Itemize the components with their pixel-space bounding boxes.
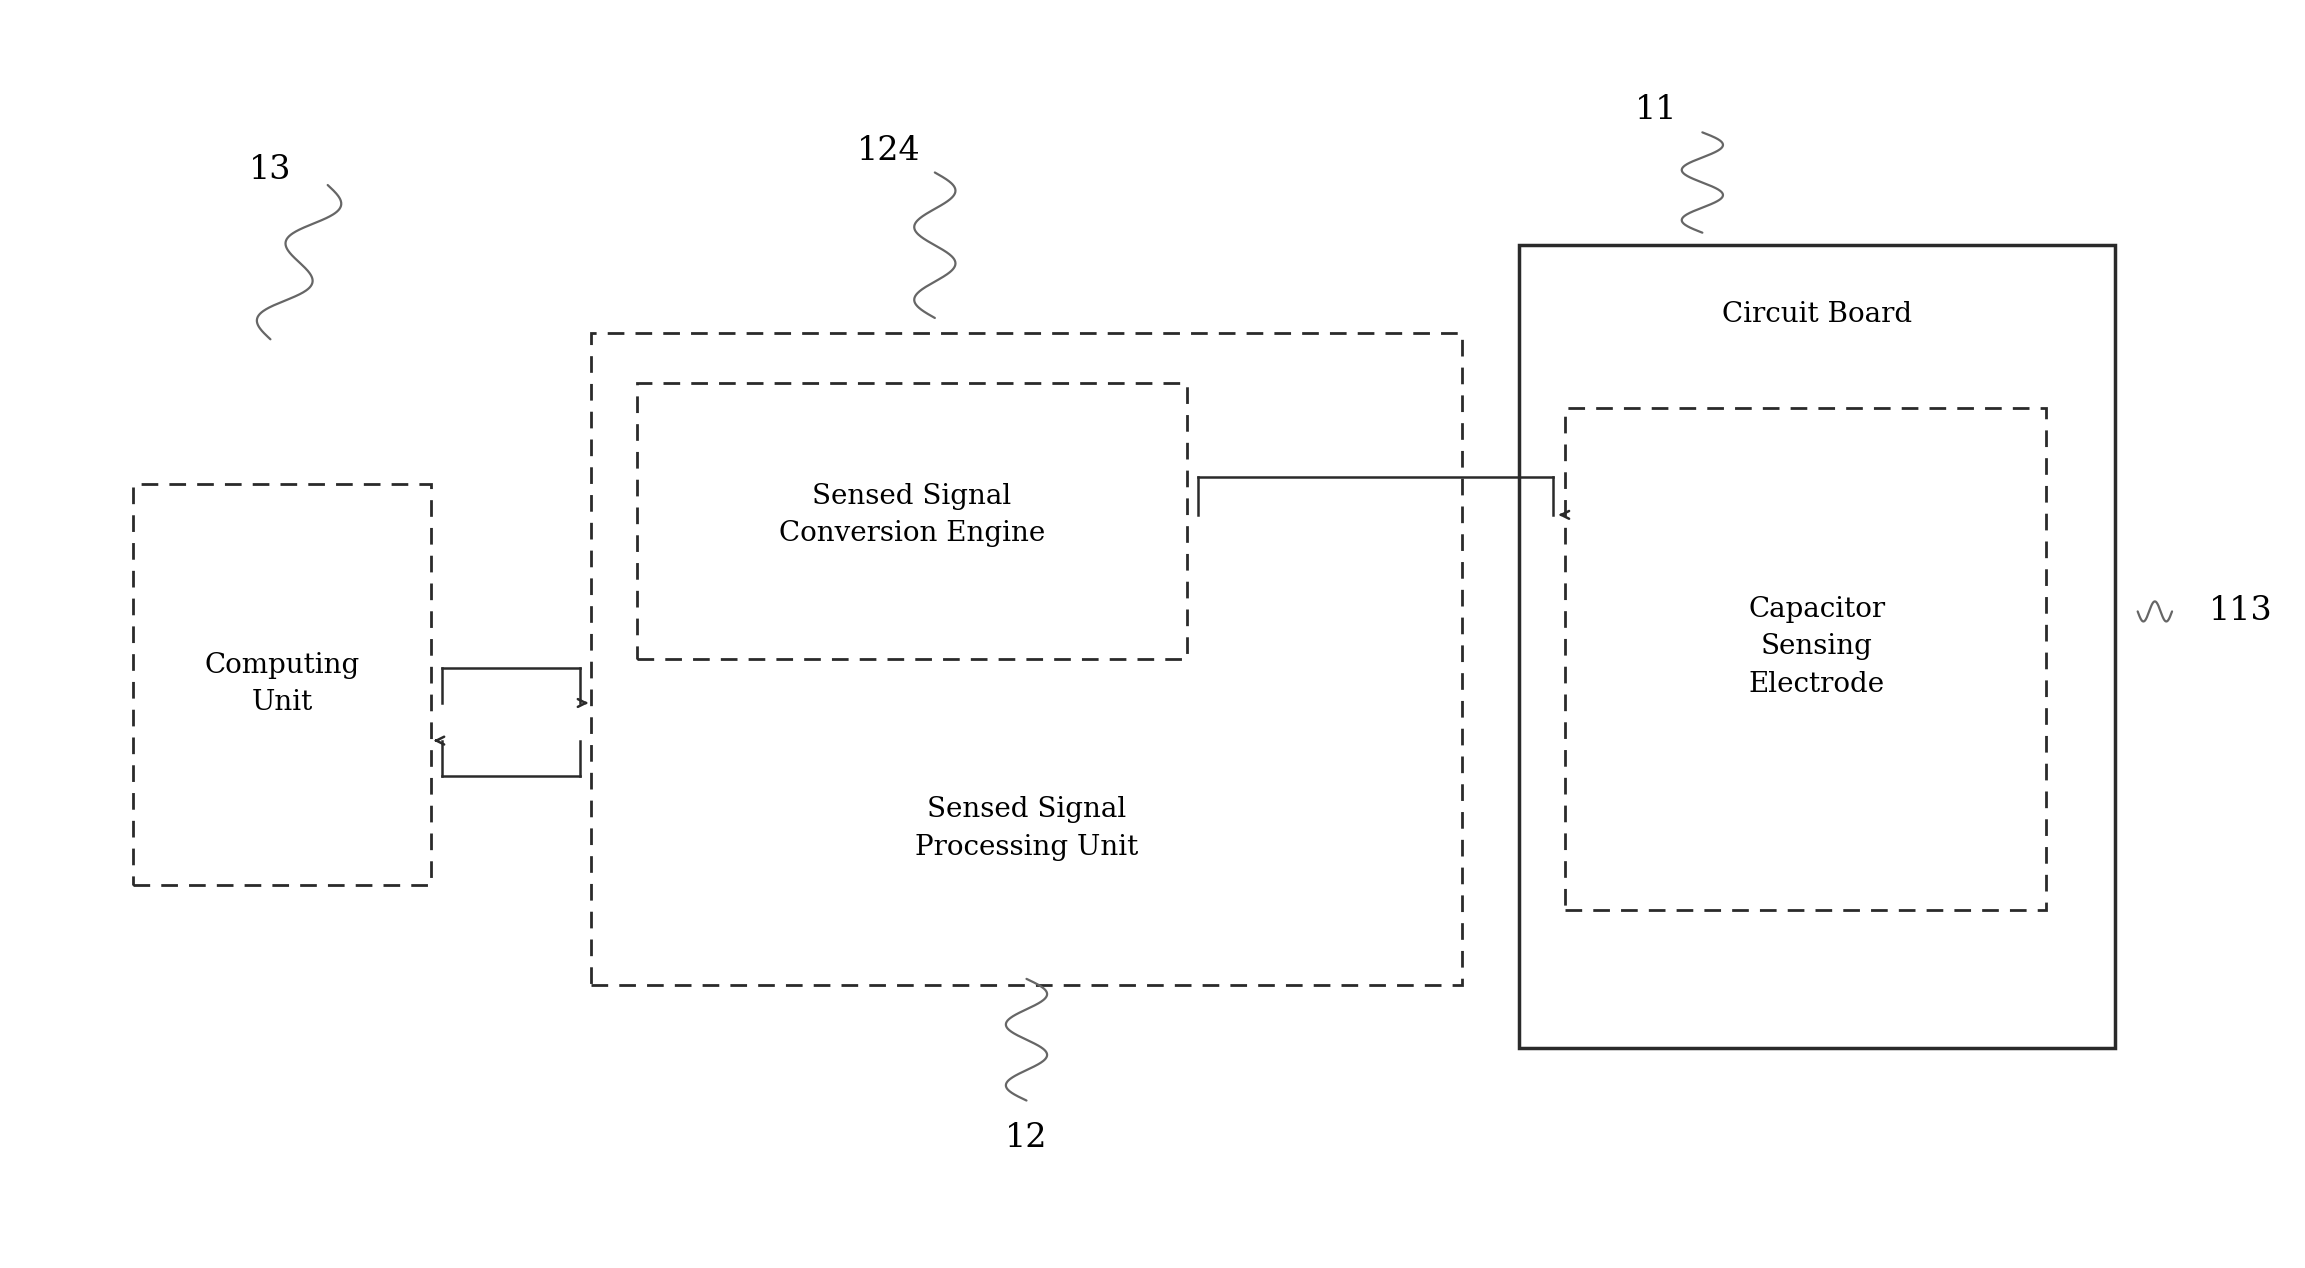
- Bar: [1565, 408, 2047, 910]
- Text: Capacitor
Sensing
Electrode: Capacitor Sensing Electrode: [1749, 596, 1885, 697]
- Text: Computing
Unit: Computing Unit: [205, 652, 360, 716]
- Bar: [636, 383, 1187, 659]
- Text: 11: 11: [1634, 94, 1678, 126]
- Text: 124: 124: [857, 136, 920, 167]
- Text: Sensed Signal
Processing Unit: Sensed Signal Processing Unit: [915, 796, 1139, 861]
- Bar: [590, 333, 1461, 985]
- Text: Circuit Board: Circuit Board: [1722, 301, 1911, 327]
- Bar: [1519, 245, 2114, 1047]
- Bar: [134, 483, 431, 885]
- Text: 13: 13: [249, 153, 293, 186]
- Text: 12: 12: [1005, 1122, 1049, 1154]
- Text: Sensed Signal
Conversion Engine: Sensed Signal Conversion Engine: [779, 483, 1044, 547]
- Text: 113: 113: [2208, 596, 2273, 628]
